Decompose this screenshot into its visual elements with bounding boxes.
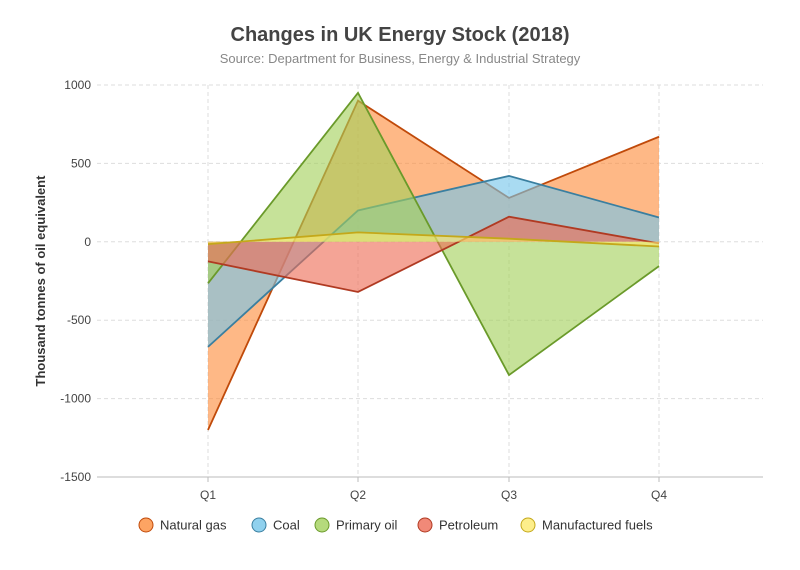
- legend-swatch: [138, 517, 154, 533]
- legend-swatch: [520, 517, 536, 533]
- legend-label: Coal: [273, 518, 300, 533]
- legend-item[interactable]: Coal: [251, 517, 300, 533]
- legend-label: Primary oil: [336, 518, 398, 533]
- axes: 1000 500 0 -500 -1000 -1500 Q1 Q2 Q3 Q4: [60, 78, 763, 502]
- legend-label: Natural gas: [160, 518, 227, 533]
- y-tick-label: -1500: [60, 470, 91, 484]
- legend-swatch: [417, 517, 433, 533]
- x-tick-label: Q3: [501, 488, 517, 502]
- y-tick-label: -500: [67, 313, 91, 327]
- chart-title: Changes in UK Energy Stock (2018): [231, 24, 570, 46]
- series-line: [207, 175, 660, 348]
- legend-swatch: [251, 517, 267, 533]
- series-area: [208, 175, 659, 347]
- y-tick-label: 1000: [64, 78, 91, 92]
- series-areas: [207, 91, 660, 431]
- chart-subtitle: Source: Department for Business, Energy …: [220, 51, 581, 66]
- legend-label: Manufactured fuels: [542, 518, 653, 533]
- legend-swatch: [314, 517, 330, 533]
- legend-label: Petroleum: [439, 518, 498, 533]
- legend-item[interactable]: Natural gas: [138, 517, 227, 533]
- y-tick-label: 0: [84, 235, 91, 249]
- y-axis-label: Thousand tonnes of oil equivalent: [33, 175, 48, 387]
- y-tick-label: -1000: [60, 392, 91, 406]
- x-tick-label: Q2: [350, 488, 366, 502]
- x-tick-label: Q4: [651, 488, 667, 502]
- legend-item[interactable]: Petroleum: [417, 517, 498, 533]
- legend-item[interactable]: Manufactured fuels: [520, 517, 653, 533]
- legend-item[interactable]: Primary oil: [314, 517, 398, 533]
- series-line: [207, 215, 660, 293]
- y-tick-label: 500: [71, 156, 91, 170]
- legend: Natural gas Coal Primary oil Petroleum Manuf…: [138, 517, 653, 533]
- grid: [97, 84, 763, 477]
- series-line: [207, 231, 660, 248]
- series-line: [207, 91, 660, 377]
- x-tick-label: Q1: [200, 488, 216, 502]
